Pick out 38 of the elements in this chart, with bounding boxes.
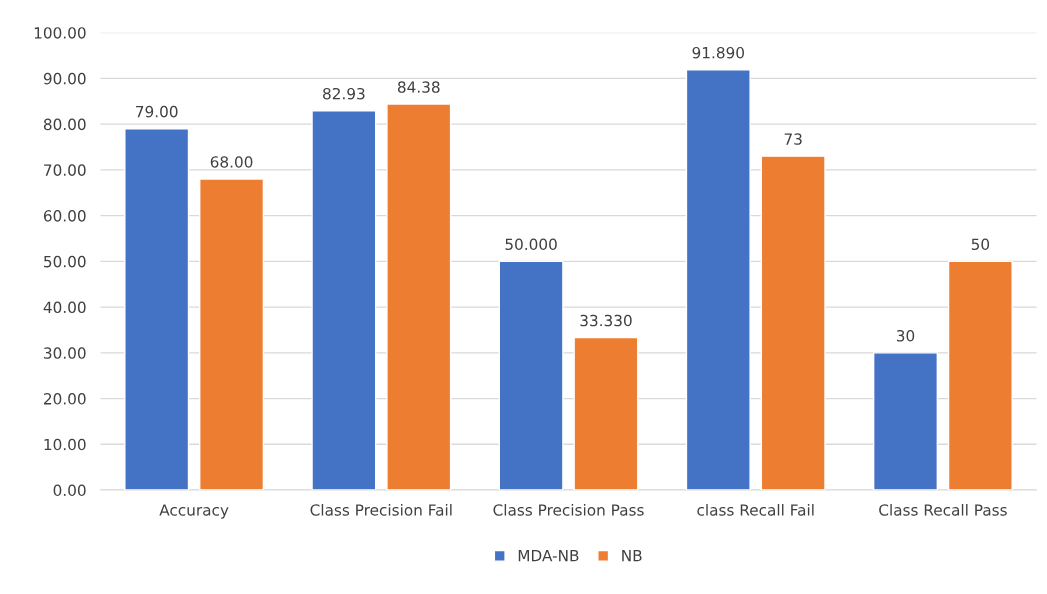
x-tick-label: Class Precision Pass bbox=[493, 503, 644, 516]
data-label: 79.00 bbox=[136, 105, 178, 118]
bar bbox=[124, 128, 190, 491]
bar bbox=[386, 103, 452, 491]
bar bbox=[199, 178, 265, 491]
data-label: 73 bbox=[784, 133, 802, 145]
data-label: 82.93 bbox=[323, 87, 365, 100]
y-tick-label: 100.00 bbox=[34, 27, 86, 39]
y-tick-label: 30.00 bbox=[44, 347, 86, 359]
y-tick-label: 40.00 bbox=[43, 301, 86, 314]
x-tick-label: class Recall Fail bbox=[697, 503, 814, 516]
legend-label: NB bbox=[622, 550, 642, 562]
data-label: 50.000 bbox=[505, 238, 557, 251]
x-tick-label: Accuracy bbox=[159, 504, 229, 519]
y-tick-label: 0.00 bbox=[53, 484, 86, 497]
bar bbox=[685, 69, 751, 491]
y-tick-label: 90.00 bbox=[43, 72, 86, 85]
data-label: 33.330 bbox=[580, 314, 632, 327]
y-tick-label: 10.00 bbox=[44, 438, 86, 451]
bar bbox=[760, 155, 826, 491]
bar bbox=[498, 260, 564, 491]
data-label: 50 bbox=[971, 238, 990, 251]
y-tick-label: 60.00 bbox=[43, 210, 86, 222]
data-label: 91.890 bbox=[692, 46, 744, 59]
bar bbox=[573, 336, 639, 491]
y-tick-label: 50.00 bbox=[44, 255, 86, 268]
data-label: 30 bbox=[896, 329, 915, 342]
legend-label: MDA-NB bbox=[518, 550, 579, 562]
bar bbox=[872, 352, 939, 491]
bar bbox=[947, 260, 1013, 491]
data-label: 84.38 bbox=[397, 81, 440, 93]
bar bbox=[311, 110, 377, 491]
y-tick-label: 80.00 bbox=[43, 118, 86, 131]
x-tick-label: Class Recall Pass bbox=[879, 503, 1007, 516]
y-tick-label: 20.00 bbox=[44, 393, 86, 405]
x-tick-label: Class Precision Fail bbox=[310, 503, 452, 516]
data-label: 68.00 bbox=[210, 156, 253, 168]
y-tick-label: 70.00 bbox=[44, 164, 86, 176]
